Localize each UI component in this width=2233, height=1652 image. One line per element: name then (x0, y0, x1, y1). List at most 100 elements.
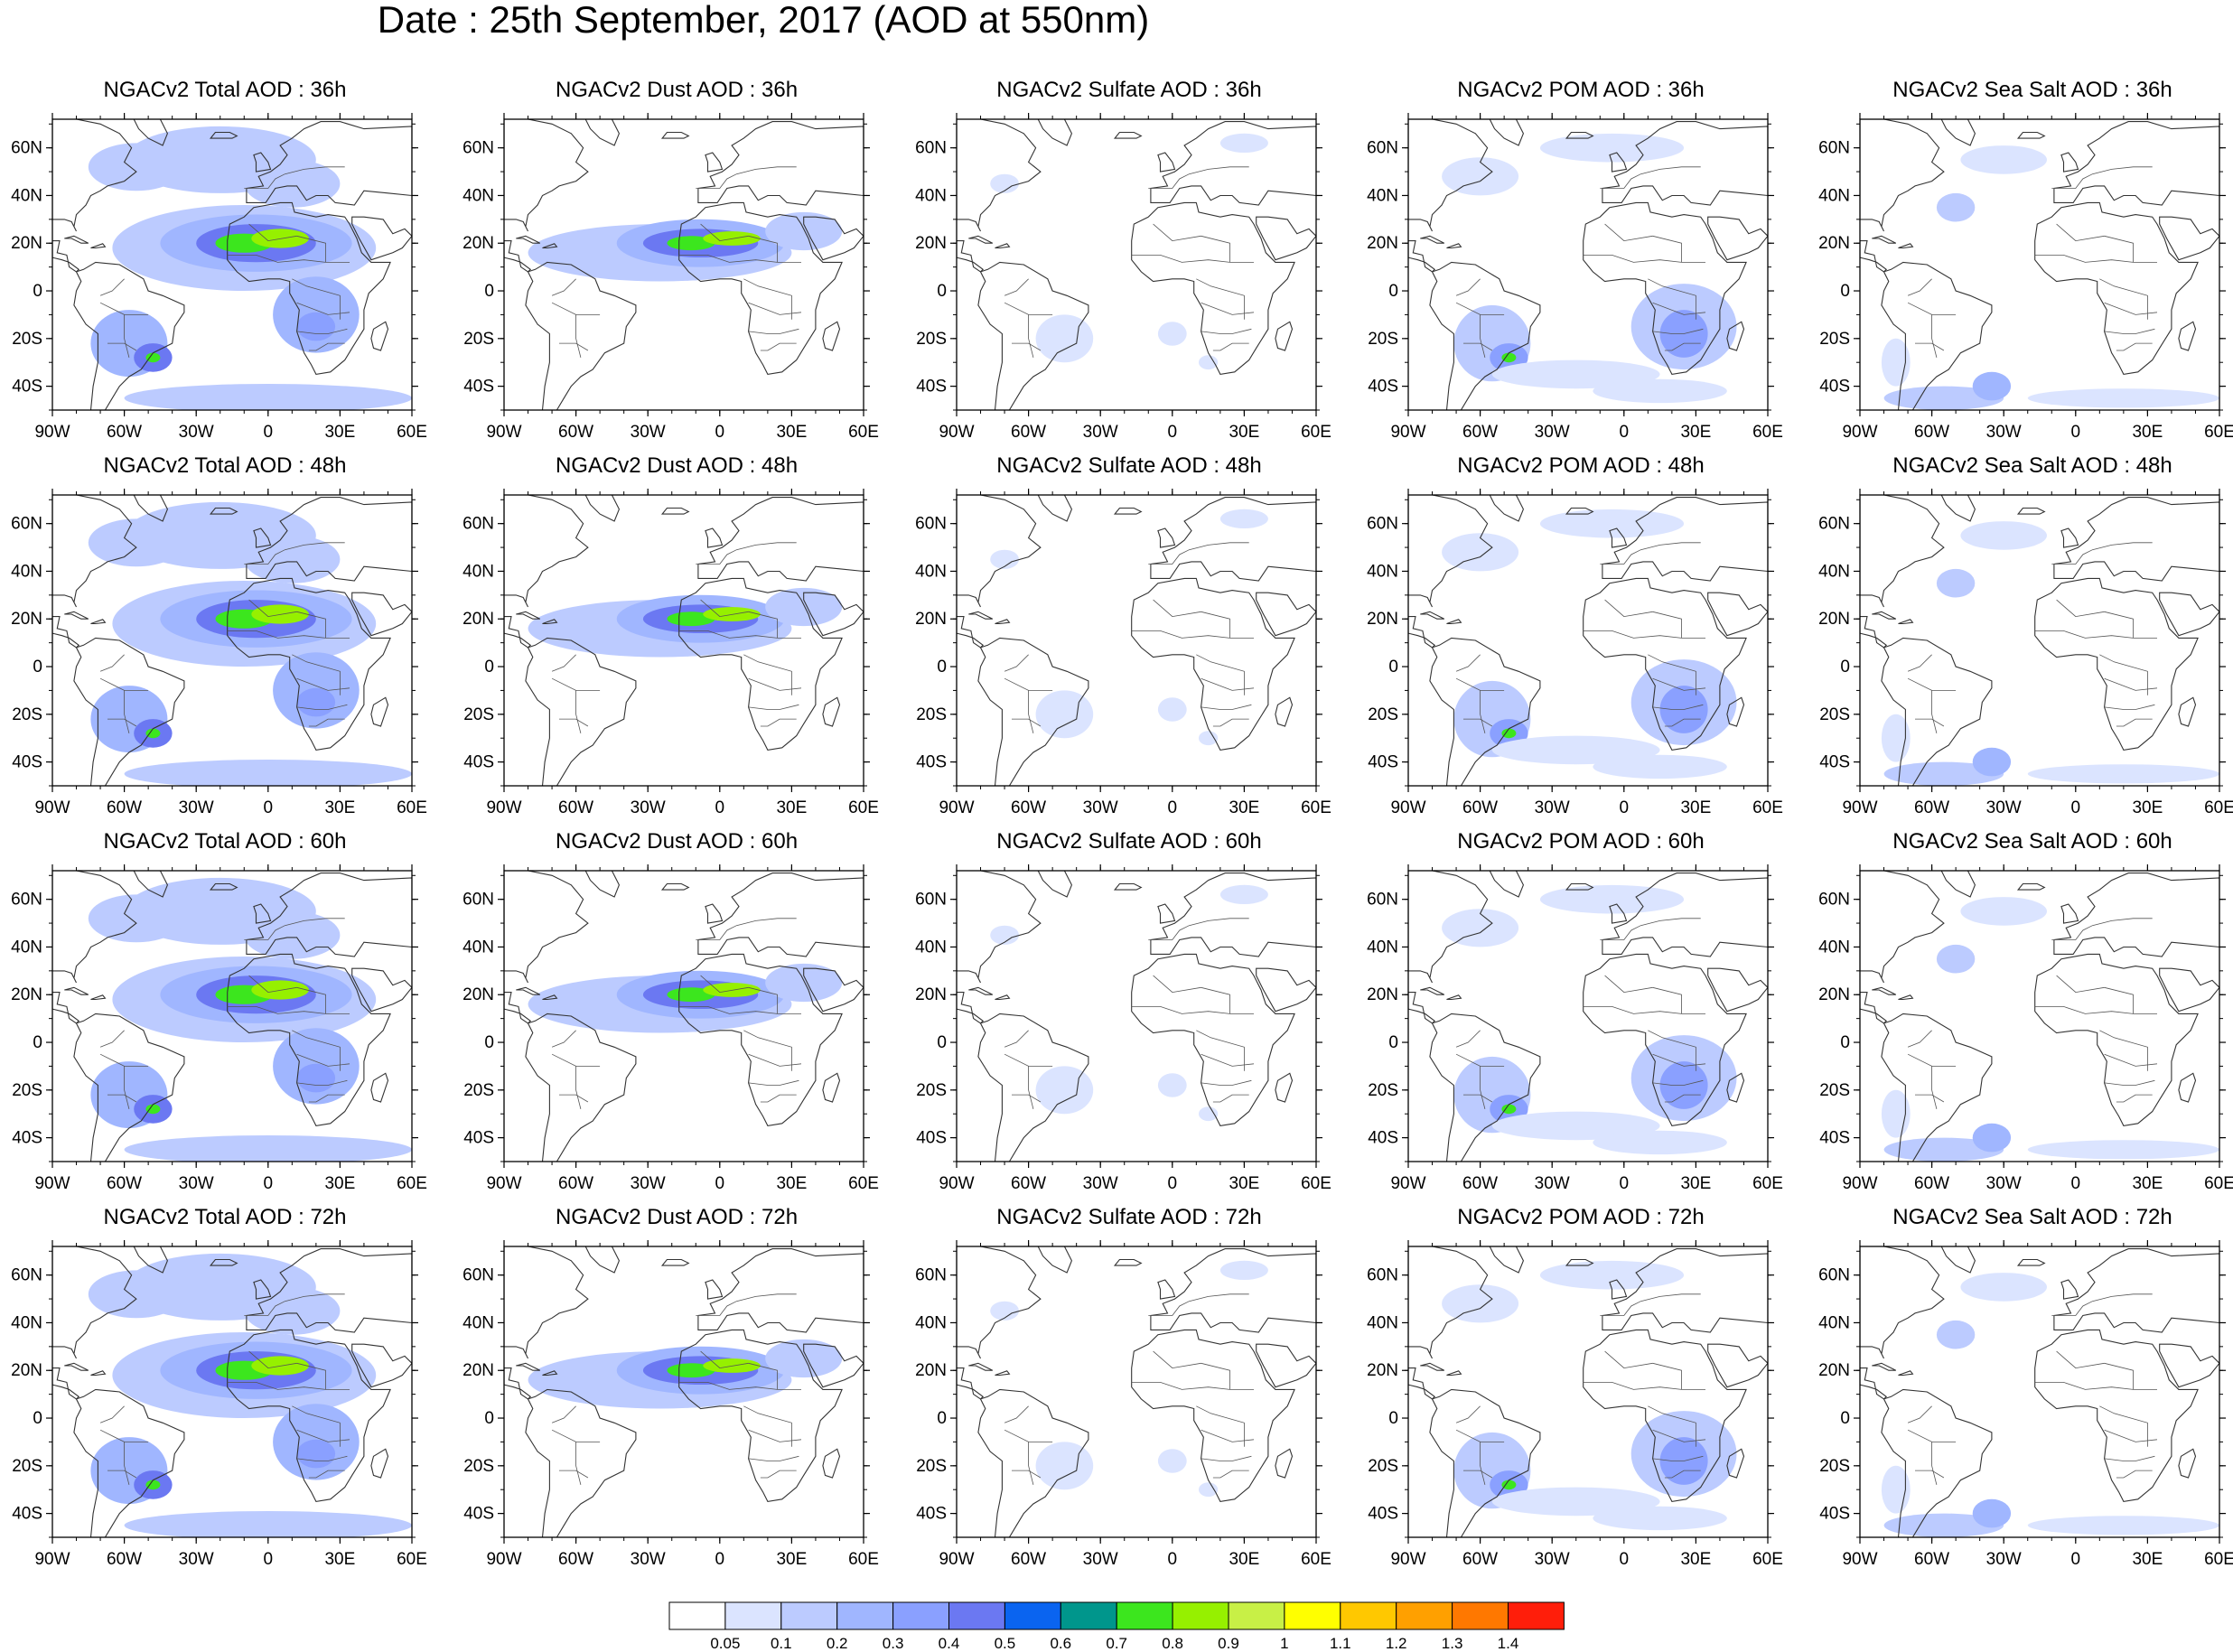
lon-tick-label: 30W (179, 1550, 214, 1569)
aod-plume (1199, 355, 1219, 370)
central-america-outline (1860, 616, 1888, 649)
aod-plume (1219, 509, 1268, 528)
country-border (1455, 302, 1505, 315)
country-border (700, 223, 749, 242)
country-border (559, 1470, 589, 1479)
country-border (2104, 611, 2134, 639)
country-border (1648, 1030, 1696, 1071)
lat-tick-label: 40S (1368, 1129, 1398, 1148)
country-border (1652, 611, 1682, 639)
map-panel-seasalt-60h: NGACv2 Sea Salt AOD : 60h 60N 40N 20N 0 20S 40… (1808, 829, 2233, 1205)
lat-tick-label: 40S (1819, 1505, 1850, 1524)
africa-outline (1131, 201, 1295, 376)
lat-tick-label: 20N (915, 234, 947, 253)
country-border (1583, 1006, 1705, 1014)
south-america-outline (1429, 1388, 1541, 1537)
europe-outline (1602, 497, 1768, 582)
country-border (1012, 342, 1042, 351)
panel-title: NGACv2 POM AOD : 72h (1457, 1205, 1705, 1229)
uk-outline (2060, 1279, 2079, 1300)
lon-tick-label: 30E (1229, 798, 1259, 817)
lon-tick-label: 60E (848, 1174, 879, 1193)
central-america-outline (1408, 1367, 1436, 1400)
country-border (743, 1405, 792, 1447)
country-border (1196, 1030, 1245, 1071)
country-border (696, 1293, 797, 1316)
map-panel-sulfate-72h: NGACv2 Sulfate AOD : 72h 60N 40N 20N 0 20S 40S… (904, 1205, 1354, 1581)
lon-tick-label: 60W (1011, 798, 1046, 817)
panel-title: NGACv2 POM AOD : 36h (1457, 78, 1705, 102)
country-border (1463, 1094, 1493, 1103)
country-border (99, 1030, 125, 1048)
country-border (227, 630, 350, 639)
greenland-outline (1489, 871, 1525, 898)
colorbar-swatch (1116, 1601, 1173, 1630)
iceland-outline (1113, 1258, 1143, 1266)
iceland-outline (660, 507, 690, 515)
greenland-outline (1940, 495, 1976, 522)
country-border (2104, 235, 2134, 263)
country-border (1480, 1066, 1486, 1109)
map-panel-dust-72h: NGACv2 Dust AOD : 72h 60N 40N 20N 0 20S 40S 90W… (452, 1205, 902, 1581)
lat-tick-label: 0 (484, 658, 494, 677)
central-america-outline (1860, 240, 1888, 273)
country-border (1455, 1405, 1481, 1423)
europe-outline (697, 1248, 864, 1333)
country-border (2034, 255, 2157, 263)
colorbar-level-label: 0.5 (995, 1635, 1016, 1652)
lat-tick-label: 60N (915, 139, 947, 158)
country-border (1201, 986, 1230, 1014)
lon-tick-label: 60W (1011, 1550, 1046, 1569)
country-border (244, 166, 345, 189)
aod-plume (990, 549, 1019, 569)
country-border (551, 278, 576, 296)
arabia-outline (1707, 1343, 1768, 1388)
lat-tick-label: 20N (1367, 610, 1398, 629)
uk-outline (1157, 527, 1176, 548)
cuba-outline (516, 1362, 541, 1371)
country-border (1201, 1079, 1252, 1086)
greenland-outline (584, 495, 621, 522)
lat-tick-label: 20S (12, 1081, 42, 1100)
greenland-outline (133, 1246, 169, 1274)
panel-title: NGACv2 Sulfate AOD : 36h (996, 78, 1262, 102)
lon-tick-label: 90W (1390, 798, 1425, 817)
lat-tick-label: 60N (462, 891, 494, 910)
lon-tick-label: 30E (1229, 1174, 1259, 1193)
arabia-outline (803, 1343, 864, 1388)
aod-plume (2027, 764, 2219, 784)
north-america-outline (957, 1246, 1042, 1359)
country-border (1652, 677, 1706, 691)
lat-tick-label: 40N (462, 186, 494, 205)
country-border (551, 677, 601, 691)
map-panel-pom-72h: NGACv2 POM AOD : 72h 60N 40N 20N 0 20S 40S 90W 6… (1356, 1205, 1806, 1581)
country-border (2056, 975, 2105, 994)
lon-tick-label: 0 (715, 1174, 725, 1193)
lat-tick-label: 20N (915, 610, 947, 629)
greenland-outline (133, 119, 169, 146)
lat-tick-label: 60N (1818, 1266, 1850, 1285)
country-border (1931, 690, 1938, 733)
uk-outline (705, 1279, 724, 1300)
country-border (1131, 1006, 1254, 1014)
country-border (748, 235, 778, 263)
country-border (748, 1429, 802, 1442)
north-america-outline (1408, 495, 1493, 608)
central-america-outline (957, 992, 985, 1024)
country-border (296, 1362, 326, 1390)
map-panel-total-72h: NGACv2 Total AOD : 72h 60N 40N 20N 0 20S 40S 90… (0, 1205, 450, 1581)
lat-tick-label: 60N (1367, 139, 1398, 158)
africa-outline (2034, 953, 2199, 1127)
lat-tick-label: 40S (1368, 753, 1398, 772)
map-plot: 60N 40N 20N 0 20S 40S 90W 60W 30W 0 30E 60E (462, 113, 879, 442)
country-border (296, 1429, 350, 1442)
lon-tick-label: 90W (486, 798, 521, 817)
map-panel-sulfate-60h: NGACv2 Sulfate AOD : 60h 60N 40N 20N 0 20S 40S… (904, 829, 1354, 1205)
aod-plume (1883, 386, 2004, 410)
lat-tick-label: 40S (1819, 378, 1850, 397)
lon-tick-label: 60E (397, 798, 427, 817)
colorbar-swatch (1284, 1601, 1341, 1630)
south-america-outline (73, 1013, 185, 1162)
colorbar-level-label: 0.3 (883, 1635, 904, 1652)
lon-tick-label: 30E (2132, 423, 2163, 442)
